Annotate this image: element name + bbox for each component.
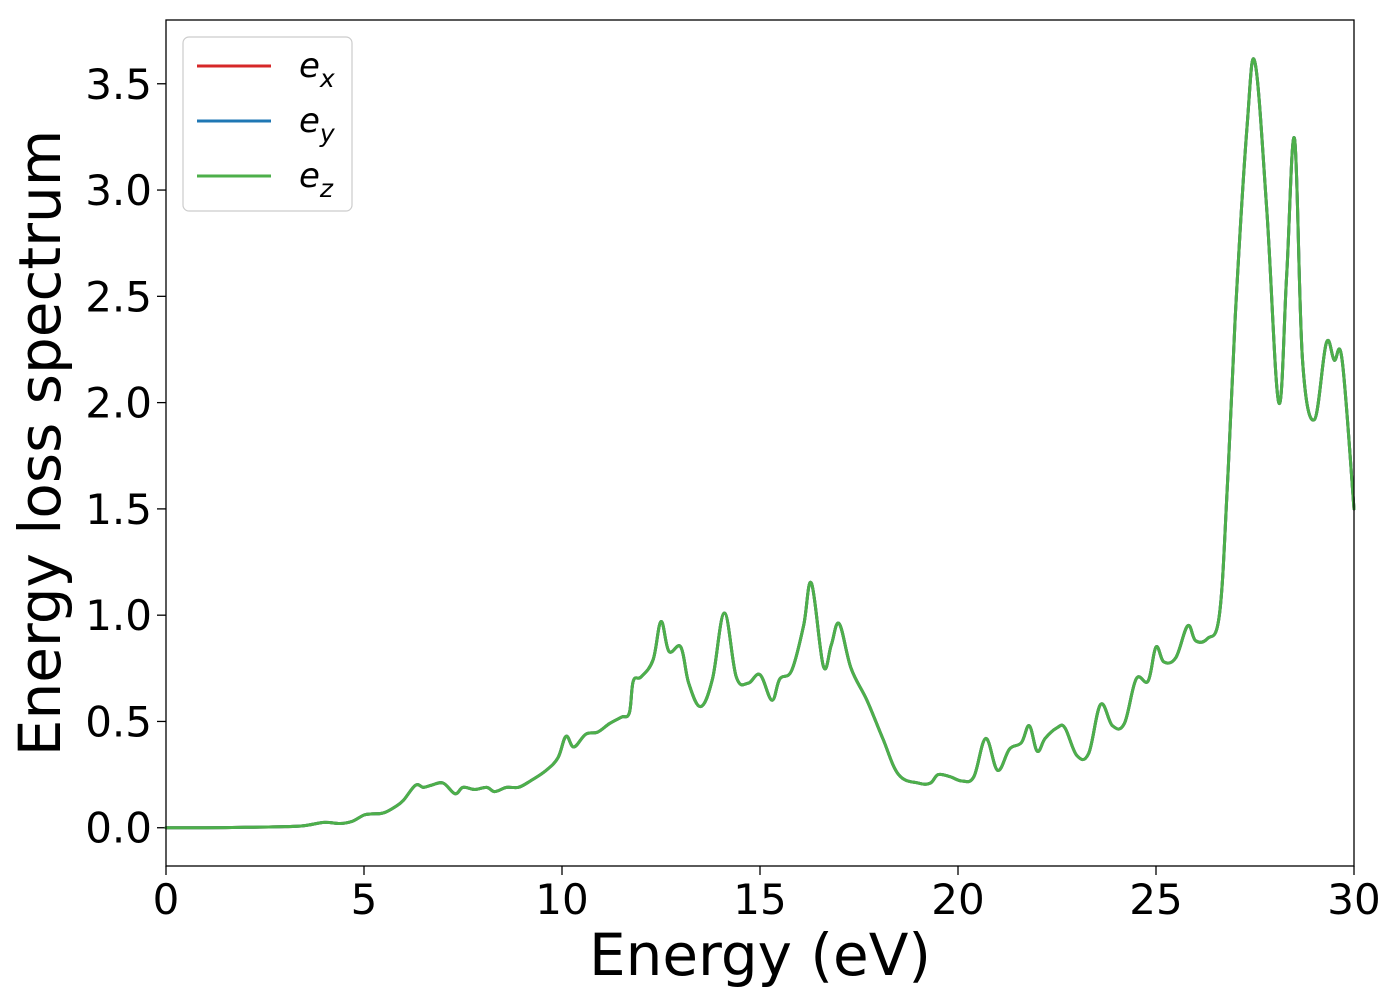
plot-frame [165,19,1355,867]
legend-box [182,36,353,212]
y-axis-label: Energy loss spectrum [6,130,74,756]
y-tick-label: 2.5 [85,272,152,321]
legend-label-ex: ex [299,46,335,93]
y-tick-label: 1.5 [85,485,152,534]
x-tick-label: 10 [535,875,588,924]
series-line-ez [164,57,1356,830]
x-axis: 0 5 10 15 20 25 30 [153,866,1381,924]
y-axis: 0.0 0.5 1.0 1.5 2.0 2.5 3.0 3.5 [85,60,166,853]
y-tick-label: 0.0 [85,804,152,853]
x-tick-label: 0 [153,875,180,924]
series-layer [164,57,1356,830]
legend-label-subscript: y [319,119,336,148]
legend-label-subscript: z [319,174,334,203]
legend-label-subscript: x [319,64,335,93]
y-tick-label: 0.5 [85,697,152,746]
y-tick-label: 1.0 [85,591,152,640]
x-tick-label: 20 [931,875,984,924]
x-tick-label: 15 [733,875,786,924]
y-tick-label: 3.0 [85,166,152,215]
legend-label-ey: ey [299,101,336,148]
x-axis-label: Energy (eV) [589,921,931,989]
y-tick-label: 2.0 [85,379,152,428]
legend-label-base: e [299,101,320,141]
legend-label-base: e [299,46,320,86]
x-tick-label: 30 [1327,875,1380,924]
legend-label-ez: ez [299,156,334,203]
y-tick-label: 3.5 [85,60,152,109]
x-tick-label: 25 [1129,875,1182,924]
x-tick-label: 5 [351,875,378,924]
legend-label-base: e [299,156,320,196]
